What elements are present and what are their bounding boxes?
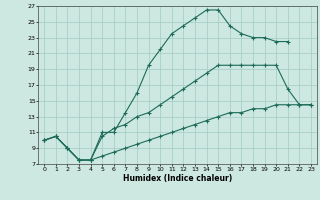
X-axis label: Humidex (Indice chaleur): Humidex (Indice chaleur): [123, 174, 232, 183]
